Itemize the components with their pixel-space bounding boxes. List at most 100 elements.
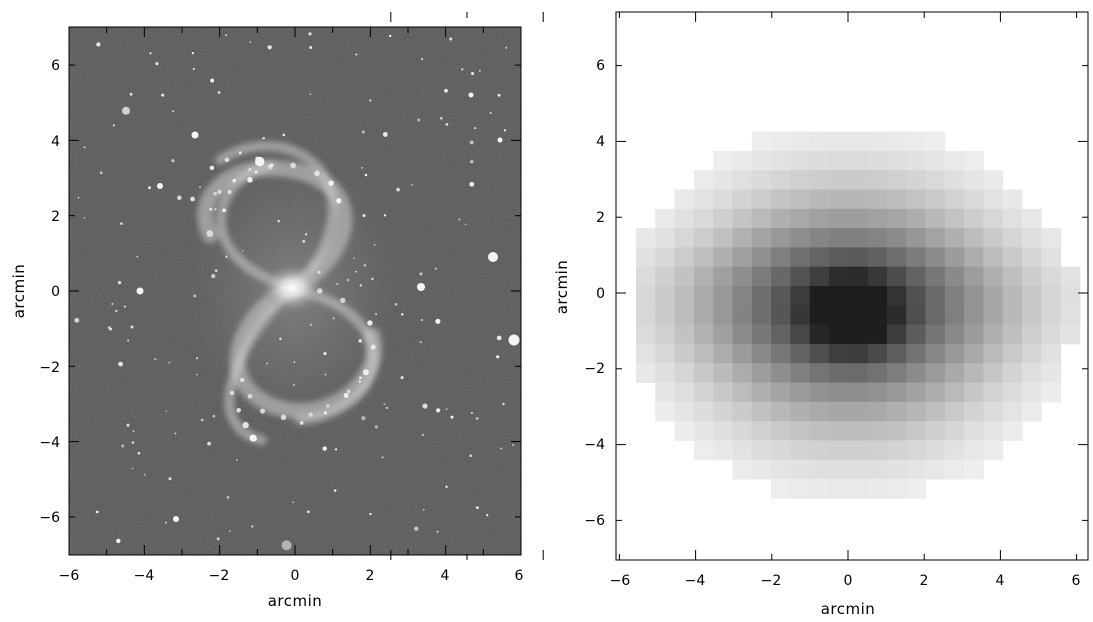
intensity-pixel — [1022, 286, 1042, 306]
star — [361, 416, 366, 421]
intensity-pixel — [674, 401, 695, 422]
star — [137, 451, 141, 455]
intensity-pixel — [944, 305, 965, 326]
intensity-pixel — [713, 343, 733, 364]
star — [358, 380, 361, 383]
star — [419, 272, 423, 276]
intensity-pixel — [964, 305, 984, 326]
intensity-pixel — [867, 440, 888, 461]
star — [292, 501, 295, 504]
star — [249, 41, 252, 44]
star — [334, 448, 338, 451]
intensity-pixel — [886, 343, 907, 364]
hii-region — [358, 339, 362, 343]
intensity-pixel — [829, 228, 849, 248]
intensity-pixel — [906, 440, 926, 461]
x-tick-label: 0 — [844, 573, 853, 589]
intensity-pixel — [674, 363, 695, 383]
star — [118, 361, 123, 367]
star — [381, 456, 384, 459]
hii-region — [314, 170, 320, 177]
star — [254, 156, 265, 167]
intensity-pixel — [964, 343, 984, 364]
intensity-pixel — [1002, 266, 1023, 287]
star — [309, 45, 313, 49]
star — [470, 160, 474, 164]
bright-star — [136, 287, 144, 295]
intensity-pixel — [751, 421, 772, 441]
intensity-pixel — [829, 189, 849, 210]
star — [74, 317, 80, 323]
hii-region — [328, 180, 334, 186]
hii-region — [280, 414, 287, 421]
intensity-pixel — [751, 150, 772, 171]
intensity-pixel — [771, 440, 791, 461]
intensity-pixel — [906, 189, 926, 210]
intensity-pixel — [867, 459, 888, 480]
star — [190, 196, 195, 202]
hii-region — [340, 297, 346, 304]
intensity-pixel — [751, 382, 772, 403]
star — [362, 214, 366, 218]
intensity-pixel — [751, 228, 772, 248]
star — [375, 313, 378, 316]
intensity-pixel — [867, 189, 888, 210]
intensity-pixel — [1002, 343, 1023, 364]
hii-region — [232, 178, 237, 183]
star — [486, 514, 489, 517]
intensity-pixel — [964, 286, 984, 306]
x-tick-label: −4 — [134, 568, 155, 584]
intensity-pixel — [983, 266, 1004, 287]
y-tick-label: 0 — [51, 284, 60, 300]
intensity-pixel — [1022, 343, 1042, 364]
intensity-pixel — [829, 421, 849, 441]
star — [450, 415, 454, 419]
intensity-pixel — [809, 208, 830, 229]
intensity-pixel — [867, 170, 888, 190]
star — [154, 358, 157, 361]
intensity-pixel — [944, 363, 965, 383]
intensity-pixel — [964, 150, 984, 171]
intensity-pixel — [848, 189, 869, 210]
star — [172, 110, 175, 113]
star — [374, 425, 378, 429]
star — [355, 53, 358, 56]
intensity-pixel — [809, 131, 830, 152]
intensity-pixel — [1022, 382, 1042, 403]
y-tick-label: −6 — [39, 510, 60, 526]
star — [111, 302, 114, 306]
star — [254, 170, 258, 174]
bright-star — [249, 434, 257, 442]
star — [323, 352, 327, 356]
star — [417, 118, 421, 122]
star — [195, 373, 198, 376]
intensity-pixel — [886, 189, 907, 210]
star — [435, 318, 441, 324]
intensity-pixel — [983, 343, 1004, 364]
intensity-pixel — [886, 382, 907, 403]
intensity-pixel — [790, 479, 811, 499]
intensity-pixel — [771, 305, 791, 326]
intensity-pixel — [713, 382, 733, 403]
star — [421, 58, 424, 61]
intensity-pixel — [771, 247, 791, 268]
intensity-pixel — [1041, 382, 1062, 403]
star — [464, 223, 467, 226]
intensity-pixel — [944, 286, 965, 306]
star — [96, 42, 101, 47]
star — [126, 423, 130, 427]
intensity-pixel — [636, 247, 656, 268]
intensity-pixel — [751, 247, 772, 268]
intensity-pixel — [771, 479, 791, 499]
intensity-pixel — [964, 421, 984, 441]
intensity-pixel — [867, 401, 888, 422]
star — [282, 133, 286, 137]
intensity-pixel — [693, 382, 714, 403]
intensity-pixel — [790, 305, 811, 326]
star — [445, 408, 448, 411]
intensity-pixel — [886, 131, 907, 152]
galaxy-image — [69, 27, 521, 555]
intensity-pixel — [886, 286, 907, 306]
intensity-pixel — [886, 421, 907, 441]
intensity-pixel — [848, 131, 869, 152]
